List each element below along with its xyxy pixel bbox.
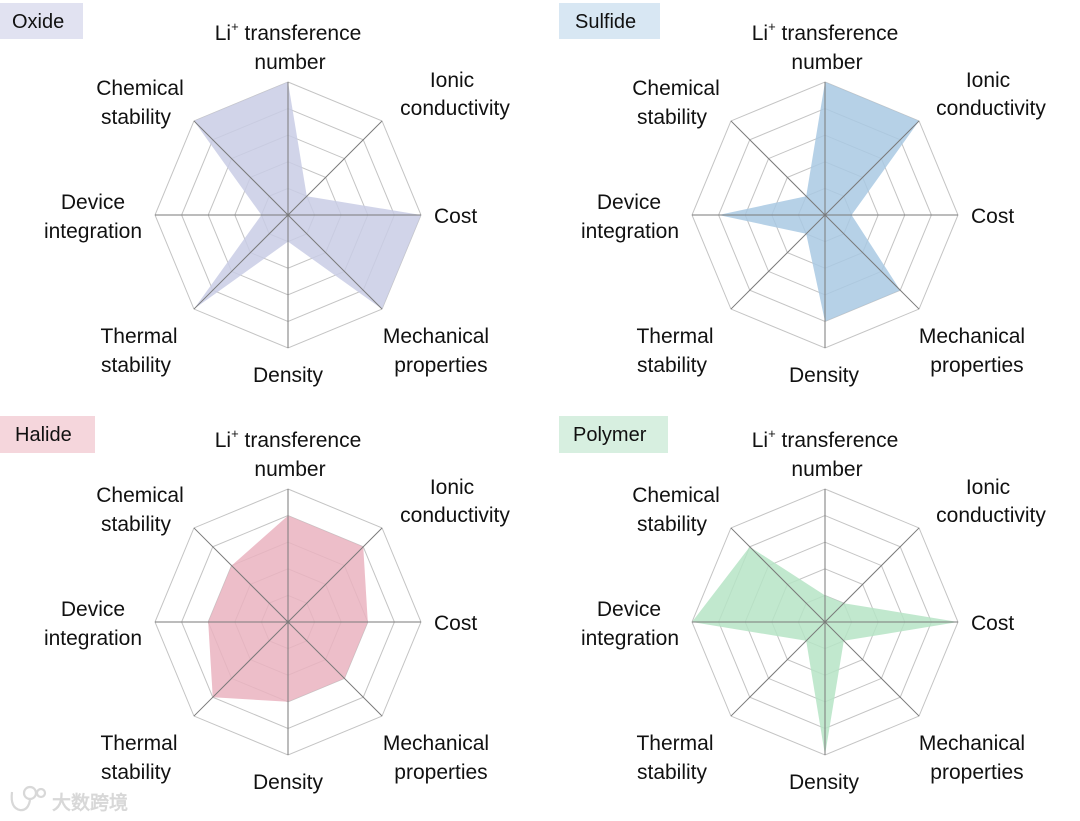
axis-label-density: Density xyxy=(253,771,324,794)
panel-title: Sulfide xyxy=(575,11,636,33)
axis-label-thermal-line1: Thermal xyxy=(100,325,177,348)
watermark-logo-icon xyxy=(10,785,47,812)
axis-label-chemical-line1: Chemical xyxy=(632,77,720,100)
spoke-1 xyxy=(287,120,383,216)
axis-label-cost: Cost xyxy=(971,612,1014,635)
panel-title-bg xyxy=(559,3,660,39)
axis-label-chemical-line1: Chemical xyxy=(96,484,184,507)
radar-panel-sulfide: Sulfide Li+ transference number Ionic co… xyxy=(559,3,1046,387)
axis-label-thermal-line2: stability xyxy=(101,354,172,377)
spoke-3 xyxy=(287,621,383,717)
axis-label-device-line2: integration xyxy=(581,220,679,243)
panel-title: Polymer xyxy=(573,424,647,446)
spoke-7 xyxy=(193,527,289,623)
panel-title: Oxide xyxy=(12,11,64,33)
spoke-5 xyxy=(193,621,289,717)
axis-label-device-line1: Device xyxy=(61,191,125,214)
axis-label-li-transference-line2: number xyxy=(254,458,325,481)
data-area xyxy=(718,82,920,322)
axis-label-ionic-line2: conductivity xyxy=(400,97,510,120)
axis-label-chemical-line1: Chemical xyxy=(96,77,184,100)
axis-label-device-line2: integration xyxy=(581,627,679,650)
axis-label-thermal-line1: Thermal xyxy=(636,325,713,348)
axis-label-chemical-line2: stability xyxy=(637,106,708,129)
axis-label-density: Density xyxy=(789,771,860,794)
watermark-text: 大数跨境 xyxy=(52,791,128,814)
axis-label-thermal-line2: stability xyxy=(637,354,708,377)
axis-label-mechanical-line2: properties xyxy=(930,761,1023,784)
axis-label-mechanical-line1: Mechanical xyxy=(383,325,489,348)
axis-label-device-line2: integration xyxy=(44,627,142,650)
axis-label-li-transference: Li+ transference xyxy=(215,19,362,45)
axis-label-chemical-line2: stability xyxy=(101,106,172,129)
axis-label-chemical-line1: Chemical xyxy=(632,484,720,507)
axis-label-mechanical-line1: Mechanical xyxy=(919,732,1025,755)
axis-label-chemical-line2: stability xyxy=(101,513,172,536)
radar-panel-oxide: Oxide Li+ transference number Ionic cond… xyxy=(0,3,510,387)
spoke-3 xyxy=(287,214,383,310)
panel-title-bg xyxy=(0,416,95,453)
axis-label-li-transference: Li+ transference xyxy=(752,19,899,45)
axis-label-device-line1: Device xyxy=(597,598,661,621)
axis-label-density: Density xyxy=(789,364,860,387)
spoke-5 xyxy=(193,214,289,310)
spoke-3 xyxy=(824,621,920,717)
axis-label-density: Density xyxy=(253,364,324,387)
spoke-1 xyxy=(824,120,920,216)
spoke-7 xyxy=(730,527,826,623)
spoke-3 xyxy=(824,214,920,310)
axis-label-ionic-line1: Ionic xyxy=(966,476,1010,499)
radar-spokes xyxy=(155,82,421,348)
axis-label-ionic-line1: Ionic xyxy=(430,476,474,499)
axis-label-mechanical-line1: Mechanical xyxy=(919,325,1025,348)
spoke-5 xyxy=(730,214,826,310)
spoke-5 xyxy=(730,621,826,717)
radar-panel-halide: Halide Li+ transference number Ionic con… xyxy=(0,416,510,794)
radar-panel-polymer: Polymer Li+ transference number Ionic co… xyxy=(559,416,1046,794)
radar-spokes xyxy=(692,82,958,348)
axis-label-thermal-line2: stability xyxy=(101,761,172,784)
watermark: 大数跨境 xyxy=(10,785,128,814)
axis-label-mechanical-line1: Mechanical xyxy=(383,732,489,755)
radar-spokes xyxy=(692,489,958,755)
axis-label-thermal-line1: Thermal xyxy=(636,732,713,755)
axis-label-thermal-line2: stability xyxy=(637,761,708,784)
panel-title: Halide xyxy=(15,424,72,446)
axis-label-cost: Cost xyxy=(434,612,477,635)
axis-label-mechanical-line2: properties xyxy=(930,354,1023,377)
axis-label-mechanical-line2: properties xyxy=(394,761,487,784)
axis-label-li-transference-line2: number xyxy=(791,51,862,74)
axis-label-device-line1: Device xyxy=(597,191,661,214)
axis-label-thermal-line1: Thermal xyxy=(100,732,177,755)
axis-label-li-transference: Li+ transference xyxy=(215,426,362,452)
radar-spokes xyxy=(155,489,421,755)
panel-title-bg xyxy=(559,416,668,453)
axis-label-cost: Cost xyxy=(971,205,1014,228)
axis-label-chemical-line2: stability xyxy=(637,513,708,536)
spoke-1 xyxy=(824,527,920,623)
spoke-7 xyxy=(193,120,289,216)
axis-label-li-transference-line2: number xyxy=(791,458,862,481)
axis-label-cost: Cost xyxy=(434,205,477,228)
axis-label-ionic-line2: conductivity xyxy=(936,97,1046,120)
axis-label-ionic-line2: conductivity xyxy=(936,504,1046,527)
spoke-1 xyxy=(287,527,383,623)
spoke-7 xyxy=(730,120,826,216)
axis-label-li-transference: Li+ transference xyxy=(752,426,899,452)
axis-label-ionic-line1: Ionic xyxy=(966,69,1010,92)
axis-label-mechanical-line2: properties xyxy=(394,354,487,377)
panel-title-bg xyxy=(0,3,83,39)
axis-label-device-line1: Device xyxy=(61,598,125,621)
axis-label-li-transference-line2: number xyxy=(254,51,325,74)
axis-label-device-line2: integration xyxy=(44,220,142,243)
axis-label-ionic-line2: conductivity xyxy=(400,504,510,527)
axis-label-ionic-line1: Ionic xyxy=(430,69,474,92)
